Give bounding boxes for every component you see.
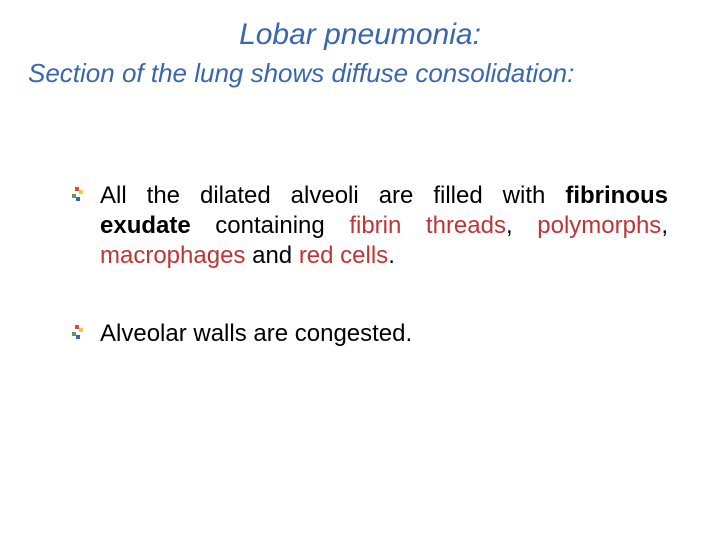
slide-subtitle: Section of the lung shows diffuse consol… xyxy=(28,58,692,89)
text-run: , xyxy=(506,212,537,239)
text-highlight: red cells xyxy=(299,242,388,269)
four-diamond-icon xyxy=(72,325,86,339)
list-item: Alveolar walls are congested. xyxy=(72,319,668,349)
text-highlight: fibrin threads xyxy=(349,212,506,239)
text-run: and xyxy=(245,242,298,269)
text-run: containing xyxy=(191,212,350,239)
text-run: , xyxy=(661,212,668,239)
bullet-list: All the dilated alveoli are filled with … xyxy=(28,181,692,349)
list-item: All the dilated alveoli are filled with … xyxy=(72,181,668,271)
text-run: . xyxy=(388,242,395,269)
text-run: Alveolar walls are congested. xyxy=(100,320,412,347)
bullet-text: Alveolar walls are congested. xyxy=(100,319,412,349)
four-diamond-icon xyxy=(72,187,86,201)
text-highlight: polymorphs xyxy=(537,212,661,239)
slide: Lobar pneumonia: Section of the lung sho… xyxy=(0,0,720,540)
bullet-text: All the dilated alveoli are filled with … xyxy=(100,181,668,271)
slide-title: Lobar pneumonia: xyxy=(28,18,692,52)
text-highlight: macrophages xyxy=(100,242,245,269)
text-run: All the dilated alveoli are filled with xyxy=(100,182,565,209)
